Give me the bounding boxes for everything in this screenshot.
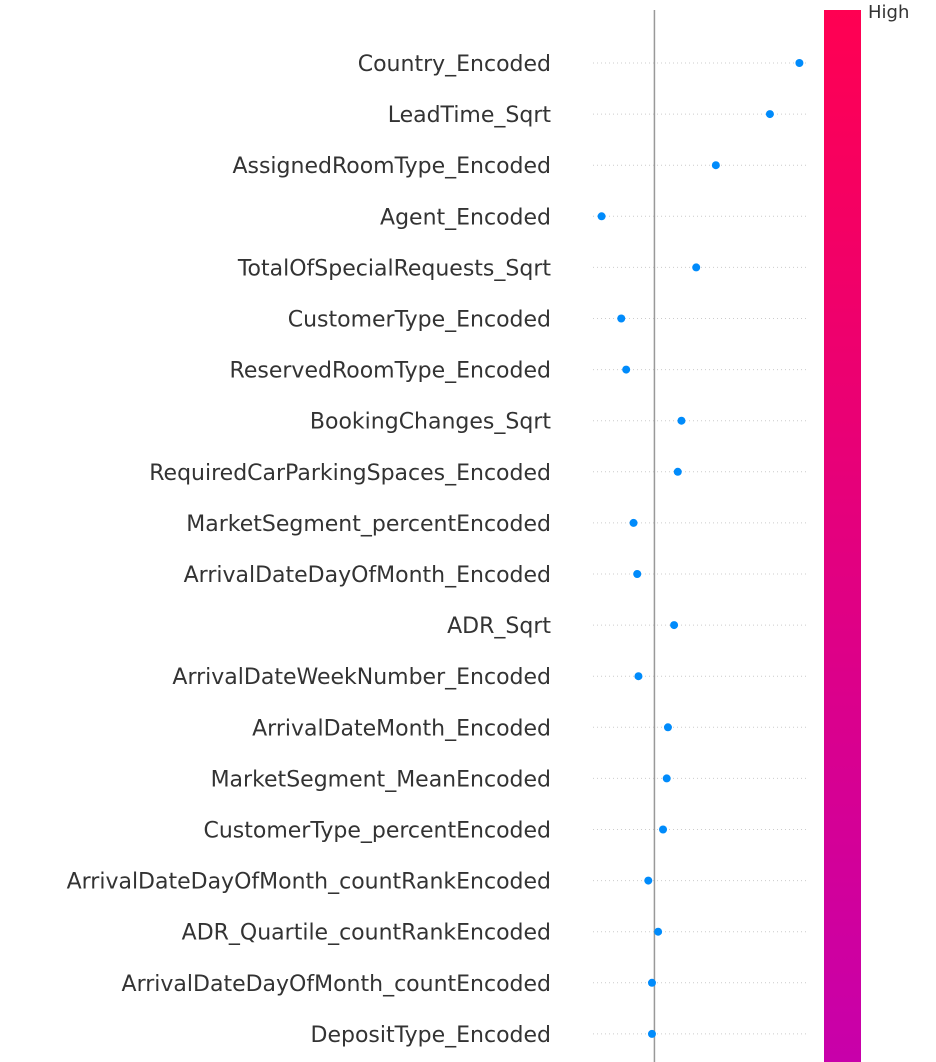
data-point xyxy=(633,570,642,578)
feature-label: ArrivalDateMonth_Encoded xyxy=(252,716,551,741)
data-point xyxy=(634,672,643,681)
feature-label: ArrivalDateDayOfMonth_countEncoded xyxy=(122,972,551,997)
data-point xyxy=(629,518,638,527)
feature-label: MarketSegment_percentEncoded xyxy=(186,512,551,537)
data-point xyxy=(673,467,682,476)
feature-label: ArrivalDateDayOfMonth_countRankEncoded xyxy=(67,870,551,895)
feature-label: ReservedRoomType_Encoded xyxy=(230,359,551,384)
data-point xyxy=(659,825,668,834)
feature-label: ADR_Quartile_countRankEncoded xyxy=(182,921,551,946)
feature-label: MarketSegment_MeanEncoded xyxy=(211,767,551,792)
data-point xyxy=(663,723,672,732)
data-point xyxy=(647,978,656,987)
feature-label: RequiredCarParkingSpaces_Encoded xyxy=(149,461,551,486)
data-point xyxy=(711,161,720,170)
data-point xyxy=(692,263,701,272)
data-point xyxy=(647,1029,656,1038)
data-point xyxy=(654,927,663,936)
feature-label: AssignedRoomType_Encoded xyxy=(232,154,551,179)
feature-label: Agent_Encoded xyxy=(380,205,551,230)
feature-label: ArrivalDateWeekNumber_Encoded xyxy=(172,665,551,690)
data-point xyxy=(662,774,671,783)
data-point xyxy=(795,59,804,67)
feature-label: ADR_Sqrt xyxy=(447,614,551,639)
feature-label: LeadTime_Sqrt xyxy=(388,103,552,128)
feature-label: CustomerType_Encoded xyxy=(288,308,551,333)
data-point xyxy=(670,621,679,630)
feature-label: Country_Encoded xyxy=(358,52,551,77)
colorbar xyxy=(824,10,861,1062)
colorbar-high-label: High xyxy=(868,2,909,23)
feature-label: DepositType_Encoded xyxy=(311,1023,552,1048)
feature-label: CustomerType_percentEncoded xyxy=(203,819,551,844)
data-point xyxy=(677,416,686,425)
data-point xyxy=(765,110,774,119)
data-points xyxy=(597,59,804,1038)
data-point xyxy=(597,212,606,221)
data-point xyxy=(617,314,626,323)
feature-label: TotalOfSpecialRequests_Sqrt xyxy=(237,256,552,281)
data-point xyxy=(622,365,631,374)
feature-label: BookingChanges_Sqrt xyxy=(310,410,551,435)
data-point xyxy=(644,876,653,885)
row-gridlines xyxy=(593,62,808,1035)
feature-label: ArrivalDateDayOfMonth_Encoded xyxy=(184,563,551,588)
feature-labels: Country_Encoded LeadTime_Sqrt AssignedRoom… xyxy=(67,52,552,1048)
